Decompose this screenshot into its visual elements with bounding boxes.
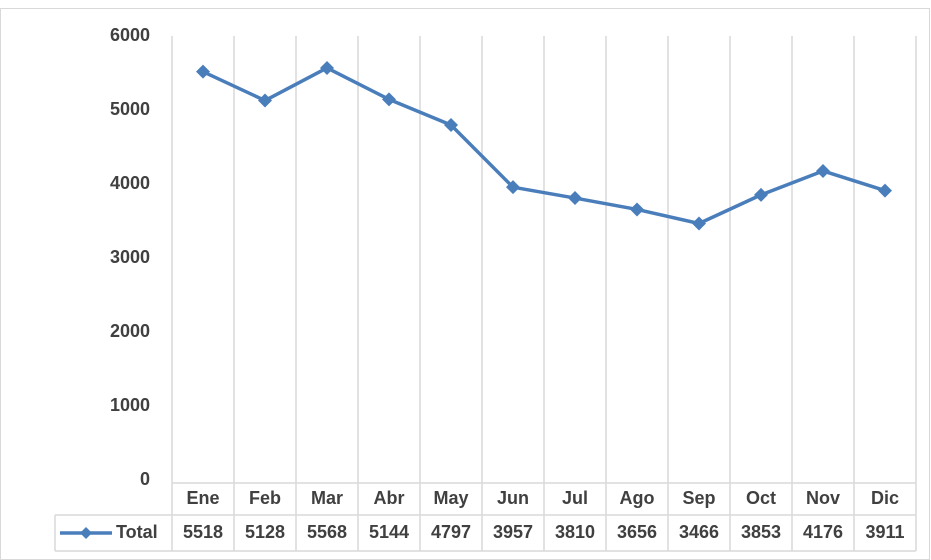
x-tick-label: Mar: [311, 488, 343, 508]
legend-label: Total: [116, 522, 158, 542]
data-point: [382, 92, 396, 107]
data-point: [816, 163, 830, 178]
data-point: [444, 118, 458, 133]
table-value: 4797: [431, 522, 471, 542]
data-point: [506, 180, 520, 195]
table-value: 3810: [555, 522, 595, 542]
x-tick-label: Nov: [806, 488, 840, 508]
y-tick-label: 3000: [110, 247, 150, 267]
x-tick-label: May: [433, 488, 468, 508]
data-point: [754, 187, 768, 202]
table-value: 5518: [183, 522, 223, 542]
x-tick-label: Abr: [374, 488, 405, 508]
y-tick-label: 6000: [110, 25, 150, 45]
data-point: [878, 183, 892, 198]
table-value: 5128: [245, 522, 285, 542]
table-value: 3656: [617, 522, 657, 542]
x-tick-label: Sep: [682, 488, 715, 508]
y-tick-label: 4000: [110, 173, 150, 193]
series-line: [202, 66, 886, 226]
y-tick-label: 1000: [110, 395, 150, 415]
data-point: [692, 216, 706, 231]
data-point: [568, 191, 582, 206]
x-tick-label: Oct: [746, 488, 776, 508]
legend-key-marker: [80, 527, 92, 539]
data-point: [196, 64, 210, 79]
chart-border: [0, 8, 930, 560]
table-value: 3911: [865, 522, 904, 542]
table-value: 5568: [307, 522, 347, 542]
x-tick-label: Ene: [186, 488, 219, 508]
y-tick-label: 2000: [110, 321, 150, 341]
y-tick-label: 5000: [110, 99, 150, 119]
x-tick-label: Ago: [620, 488, 655, 508]
table-value: 3466: [679, 522, 719, 542]
table-value: 5144: [369, 522, 409, 542]
y-tick-label: 0: [140, 469, 150, 489]
x-tick-label: Dic: [871, 488, 899, 508]
data-point: [630, 202, 644, 217]
table-value: 4176: [803, 522, 843, 542]
data-point: [320, 60, 334, 75]
table-value: 3957: [493, 522, 533, 542]
x-tick-label: Jul: [562, 488, 588, 508]
table-value: 3853: [741, 522, 781, 542]
data-point: [258, 93, 272, 108]
x-tick-label: Feb: [249, 488, 281, 508]
x-tick-label: Jun: [497, 488, 529, 508]
